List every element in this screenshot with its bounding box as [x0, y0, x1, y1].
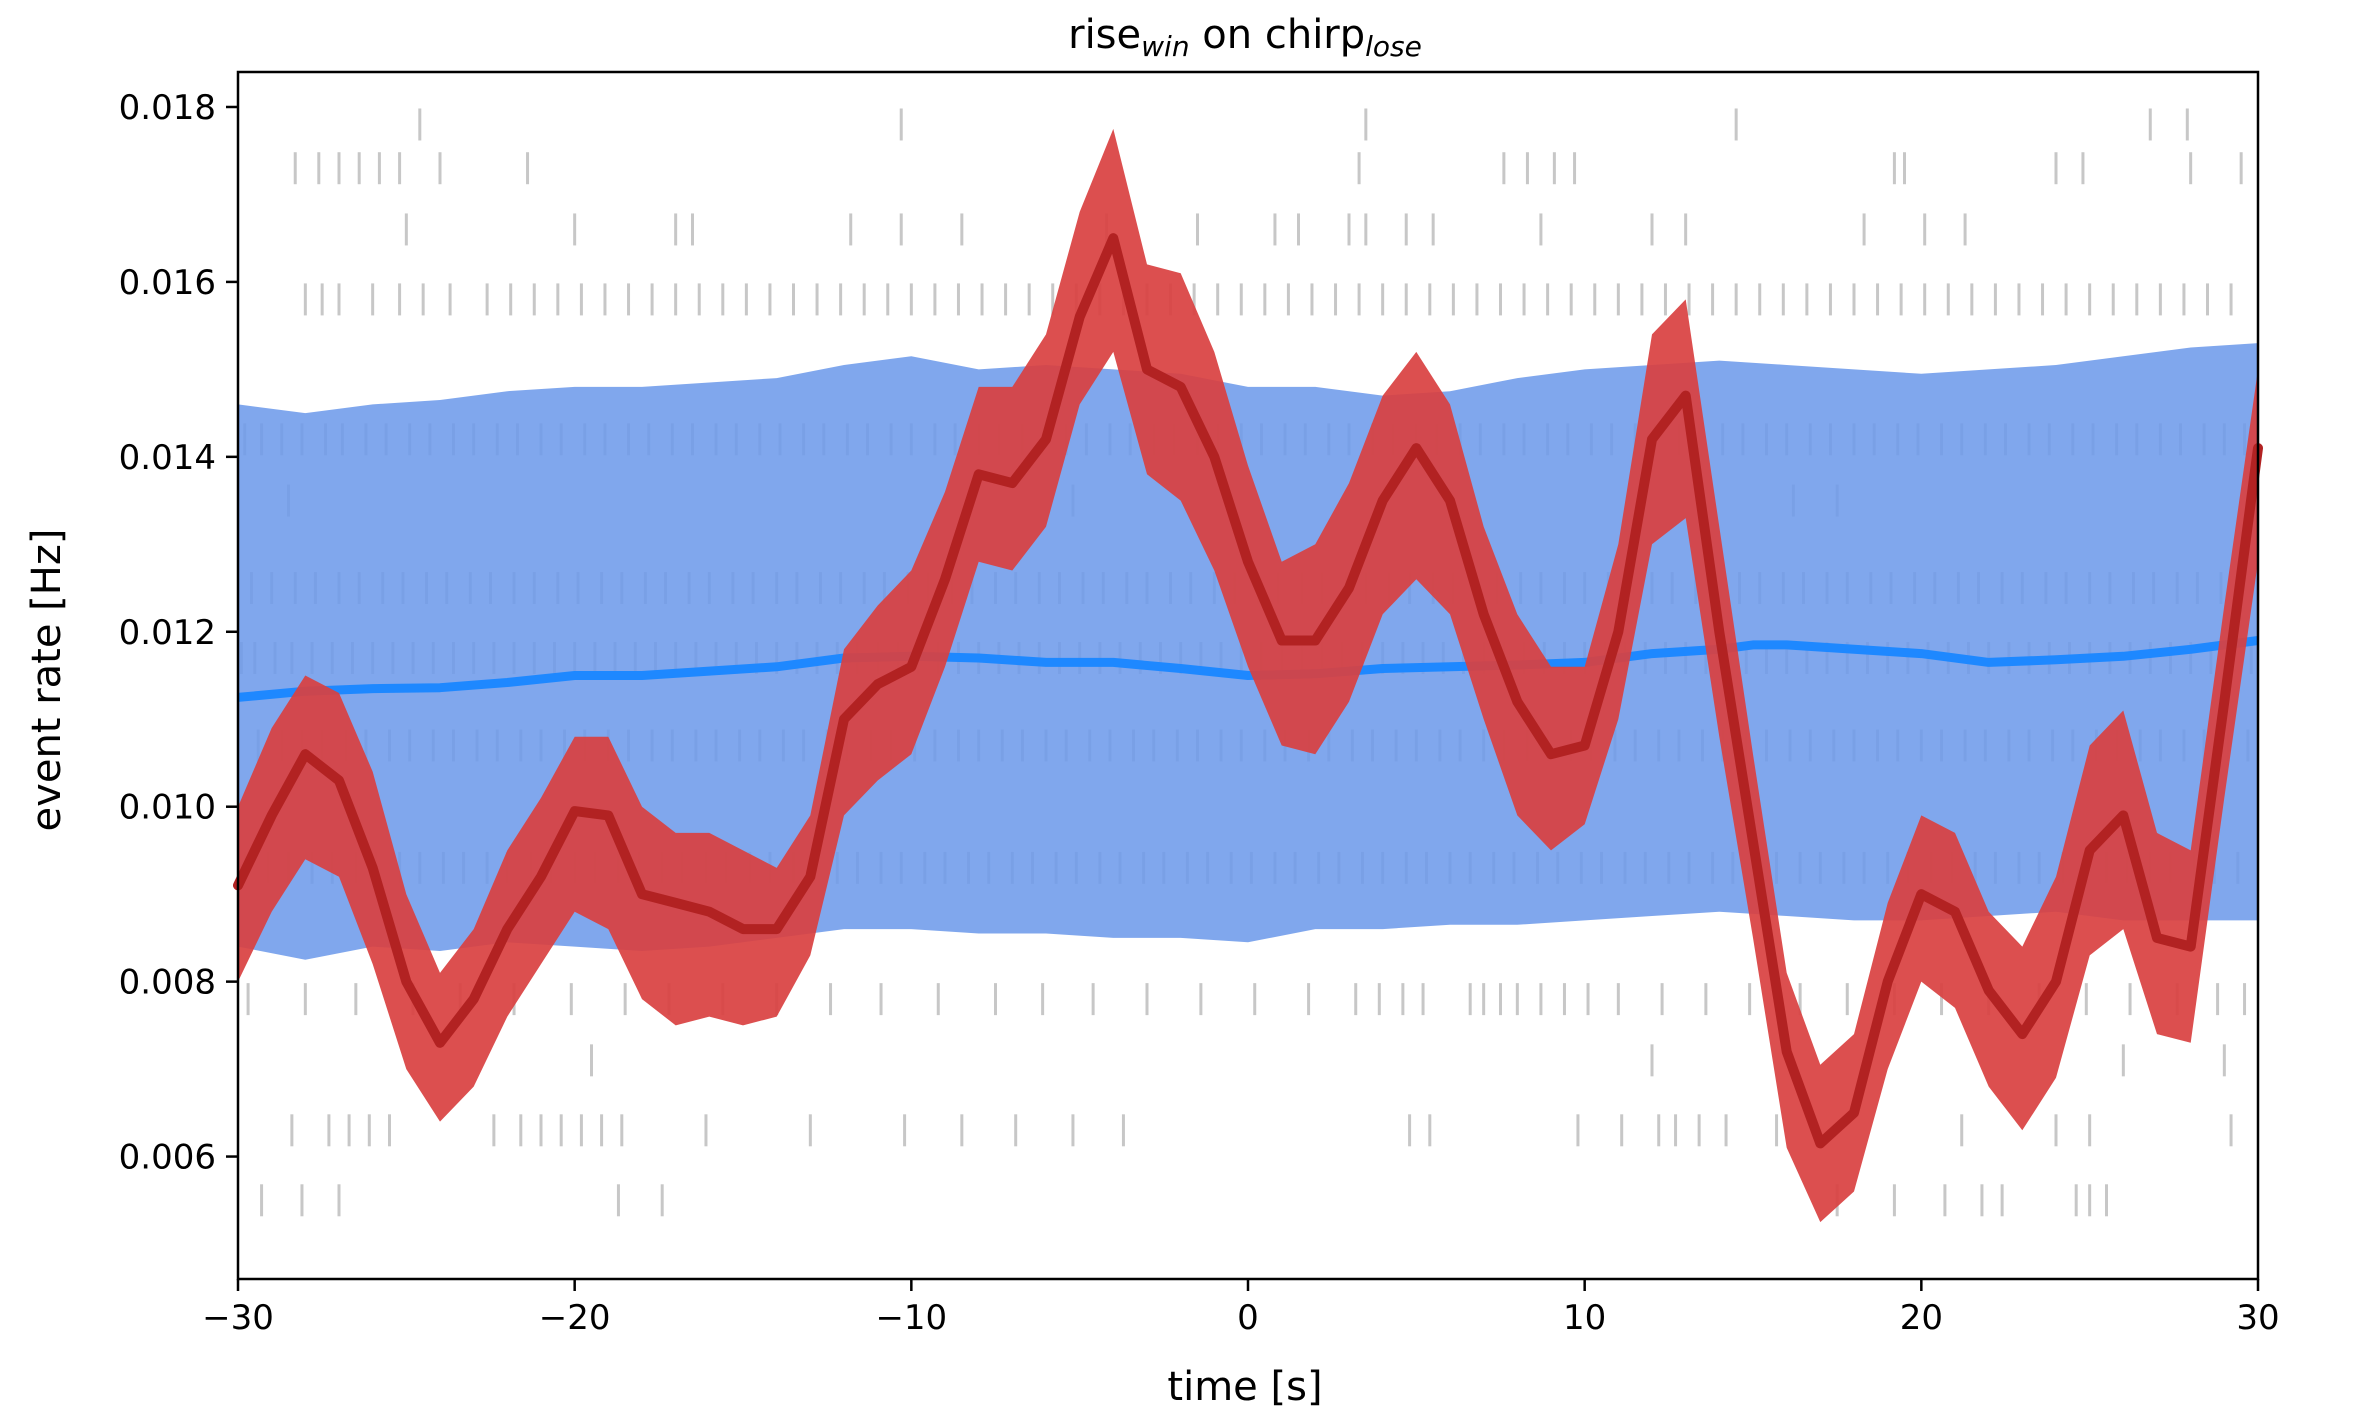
y-tick-label: 0.018 — [119, 88, 216, 128]
x-tick-label: −20 — [539, 1298, 611, 1338]
y-tick-label: 0.006 — [119, 1138, 216, 1178]
x-axis-label: time [s] — [1167, 1364, 1322, 1410]
x-tick-label: −30 — [202, 1298, 274, 1338]
y-tick-label: 0.016 — [119, 263, 216, 303]
x-axis: −30 −20 −10 0 10 20 30 — [202, 1279, 2280, 1338]
y-tick-label: 0.012 — [119, 613, 216, 653]
title-middle: on — [1190, 12, 1265, 58]
title-main-sub: win — [1141, 30, 1189, 63]
x-tick-label: −10 — [875, 1298, 947, 1338]
x-tick-label: 0 — [1237, 1298, 1259, 1338]
y-axis-label: event rate [Hz] — [24, 529, 70, 832]
observed-band — [238, 128, 2258, 1223]
x-tick-label: 10 — [1563, 1298, 1606, 1338]
x-tick-label: 30 — [2236, 1298, 2279, 1338]
y-tick-label: 0.014 — [119, 438, 216, 478]
title-main: rise — [1068, 12, 1141, 58]
y-tick-label: 0.010 — [119, 788, 216, 828]
chart-title: risewin on chirplose — [1068, 12, 1422, 63]
y-tick-label: 0.008 — [119, 963, 216, 1003]
y-axis: 0.006 0.008 0.010 0.012 0.014 0.016 0.018 — [119, 88, 238, 1178]
observed-median-line — [233, 233, 2263, 1149]
x-tick-label: 20 — [1900, 1298, 1943, 1338]
title-target: chirp — [1265, 12, 1365, 58]
title-target-sub: lose — [1365, 30, 1422, 63]
